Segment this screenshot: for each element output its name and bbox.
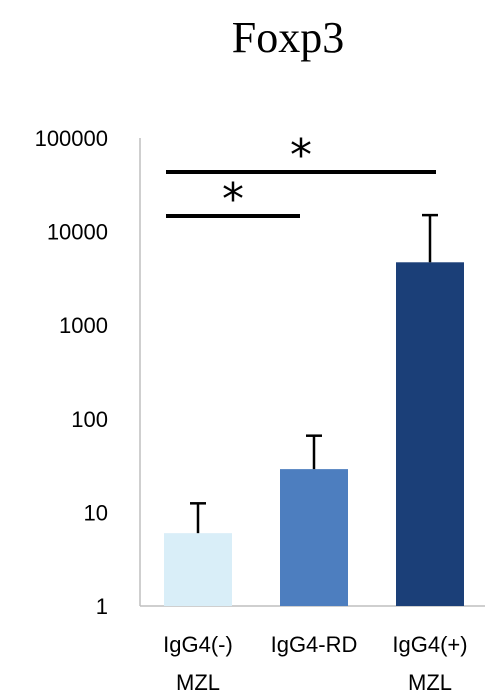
x-category-label: MZL [176, 670, 220, 695]
y-tick-label: 10 [84, 500, 108, 525]
bar [164, 533, 232, 606]
significance-star: * [222, 174, 244, 225]
x-category-label: IgG4(+) [392, 632, 467, 657]
y-tick-label: 1 [96, 594, 108, 619]
y-tick-label: 1000 [59, 313, 108, 338]
significance-star: * [290, 130, 312, 181]
y-tick-label: 100 [71, 407, 108, 432]
x-category-label: MZL [408, 670, 452, 695]
y-tick-label: 10000 [47, 220, 108, 245]
x-category-label: IgG4(-) [163, 632, 233, 657]
bar [396, 262, 464, 606]
y-tick-label: 100000 [35, 126, 108, 151]
chart-title: Foxp3 [232, 13, 344, 62]
x-category-label: IgG4-RD [271, 632, 358, 657]
bar [280, 469, 348, 606]
